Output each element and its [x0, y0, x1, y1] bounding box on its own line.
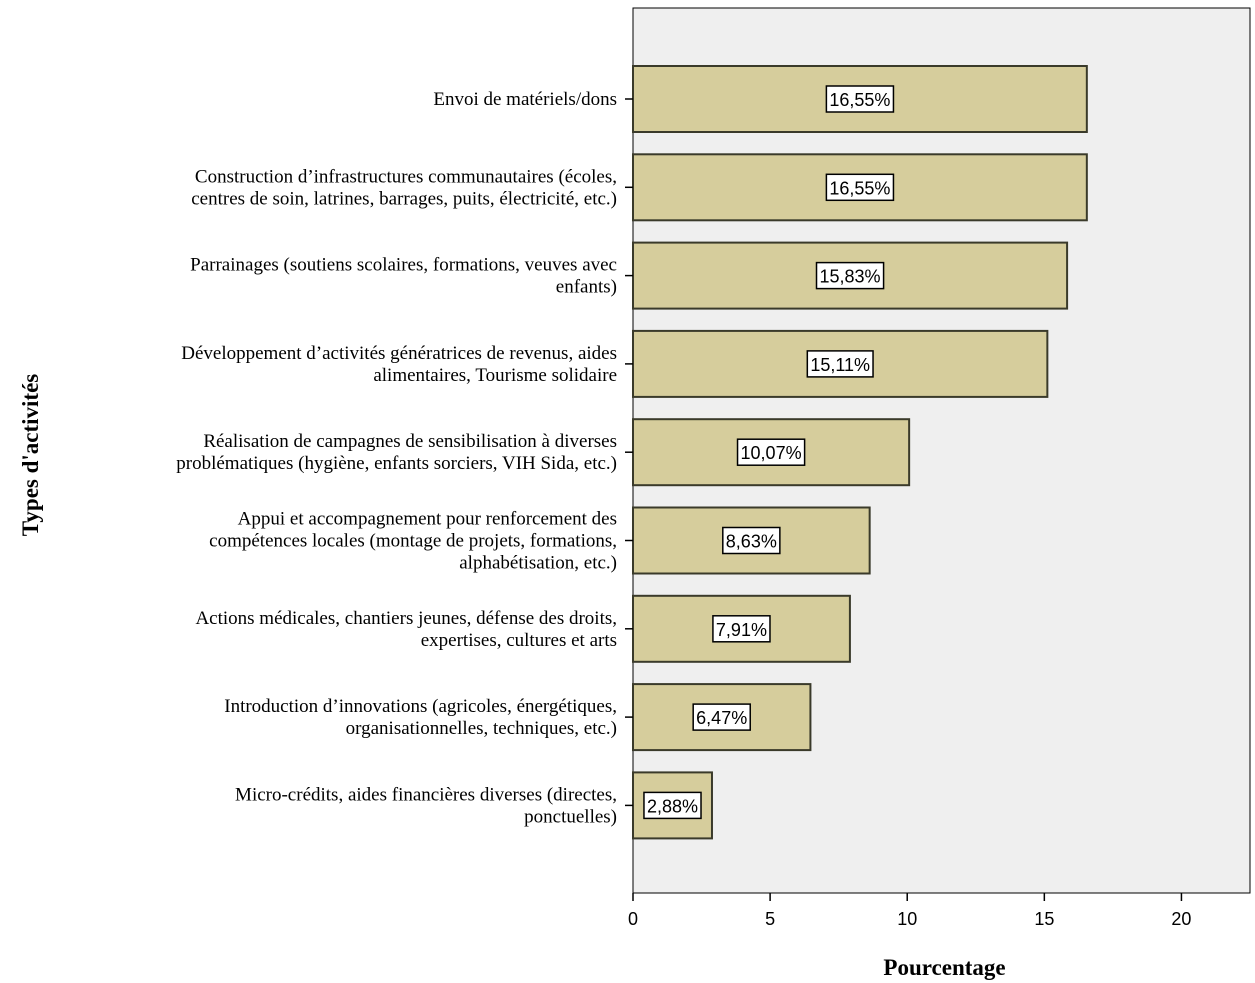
- data-label-text: 16,55%: [829, 90, 890, 110]
- category-label: expertises, cultures et arts: [421, 630, 617, 651]
- category-label: Actions médicales, chantiers jeunes, déf…: [195, 608, 617, 629]
- data-label-box: [722, 526, 781, 555]
- x-tick-label: 0: [628, 909, 638, 929]
- data-label-text: 7,91%: [716, 620, 767, 640]
- x-tick-label: 15: [1034, 909, 1054, 929]
- category-label: Envoi de matériels/dons: [433, 89, 617, 110]
- x-tick-label: 10: [897, 909, 917, 929]
- data-label-box: [825, 85, 895, 113]
- data-label: 15,11%: [806, 350, 874, 378]
- data-label: 6,47%: [692, 703, 751, 731]
- category-label: ponctuelles): [524, 806, 617, 827]
- data-label-text: 2,88%: [647, 796, 698, 816]
- category-label: alimentaires, Tourisme solidaire: [373, 365, 617, 386]
- data-label-box: [692, 703, 751, 731]
- x-tick-label: 20: [1171, 909, 1191, 929]
- y-axis-title: Types d'activités: [18, 374, 43, 537]
- data-label: 16,55%: [825, 85, 895, 113]
- category-label: Parrainages (soutiens scolaires, formati…: [190, 255, 617, 276]
- data-label-text: 15,11%: [810, 355, 870, 375]
- data-label-text: 8,63%: [726, 532, 777, 552]
- data-label: 10,07%: [736, 438, 806, 466]
- category-label: centres de soin, latrines, barrages, pui…: [191, 188, 617, 209]
- category-label: Introduction d’innovations (agricoles, é…: [224, 696, 617, 717]
- data-label-text: 6,47%: [696, 708, 747, 728]
- data-label-text: 16,55%: [829, 178, 890, 198]
- data-label-text: 10,07%: [741, 443, 802, 463]
- category-label: Construction d’infrastructures communaut…: [195, 166, 617, 187]
- data-label-box: [712, 615, 771, 643]
- data-label: 7,91%: [712, 615, 771, 643]
- data-label: 2,88%: [643, 791, 702, 820]
- category-label: alphabétisation, etc.): [459, 553, 617, 574]
- data-label-box: [643, 791, 702, 820]
- category-label: Micro-crédits, aides financières diverse…: [235, 784, 617, 805]
- data-label-box: [815, 261, 885, 290]
- category-label: Développement d’activités génératrices d…: [181, 343, 617, 364]
- category-label: organisationnelles, techniques, etc.): [346, 718, 617, 739]
- data-label-box: [806, 350, 874, 378]
- x-axis-title: Pourcentage: [883, 955, 1005, 980]
- category-label: Appui et accompagnement pour renforcemen…: [238, 509, 617, 530]
- category-label: Réalisation de campagnes de sensibilisat…: [203, 431, 617, 452]
- data-label-box: [825, 173, 895, 202]
- category-label: problématiques (hygiène, enfants sorcier…: [176, 453, 617, 474]
- data-label-text: 15,83%: [820, 267, 881, 287]
- data-label: 15,83%: [815, 261, 885, 290]
- category-label: compétences locales (montage de projets,…: [209, 531, 617, 552]
- data-label-box: [736, 438, 806, 466]
- x-tick-label: 5: [765, 909, 775, 929]
- category-label: enfants): [556, 277, 617, 298]
- data-label: 8,63%: [722, 526, 781, 555]
- data-label: 16,55%: [825, 173, 895, 202]
